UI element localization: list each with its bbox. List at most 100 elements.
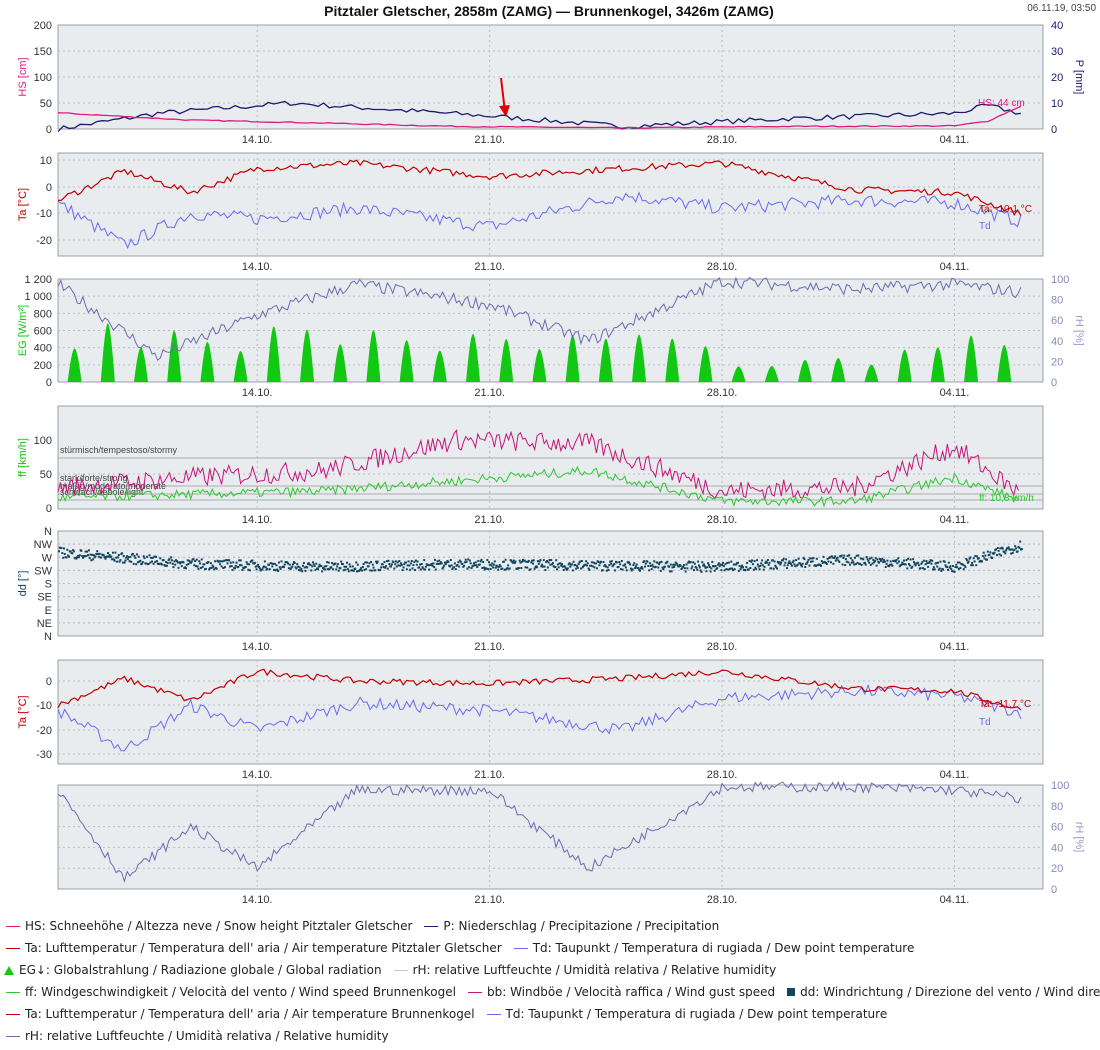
- wind-direction-point: [721, 564, 724, 566]
- wind-direction-point: [325, 565, 328, 568]
- y-tick-label-right: 60: [1051, 315, 1063, 327]
- wind-direction-point: [751, 559, 754, 562]
- wind-direction-point: [752, 568, 755, 571]
- wind-direction-point: [905, 559, 908, 562]
- wind-direction-point: [145, 562, 148, 565]
- wind-direction-point: [287, 562, 290, 565]
- wind-direction-point: [512, 559, 515, 562]
- legend-label: Ta: Lufttemperatur / Temperatura dell' a…: [25, 941, 502, 955]
- wind-direction-point: [454, 568, 457, 571]
- wind-direction-point: [279, 567, 282, 570]
- wind-direction-point: [459, 560, 462, 563]
- ff-annotation: ff: 10,8 km/h: [979, 493, 1034, 504]
- wind-direction-point: [547, 561, 550, 564]
- wind-direction-point: [821, 562, 824, 564]
- wind-direction-point: [131, 552, 134, 555]
- wind-direction-point: [421, 566, 424, 569]
- wind-direction-point: [112, 551, 114, 554]
- wind-direction-point: [381, 563, 384, 566]
- wind-direction-point: [602, 561, 605, 564]
- wind-direction-point: [953, 570, 956, 573]
- wind-direction-point: [492, 566, 495, 569]
- wind-direction-point: [527, 559, 530, 562]
- wind-direction-point: [624, 563, 627, 566]
- wind-direction-point: [483, 568, 486, 571]
- wind-direction-point: [494, 566, 497, 569]
- wind-direction-point: [786, 564, 789, 567]
- wind-direction-point: [228, 559, 231, 562]
- wind-direction-point: [449, 559, 452, 561]
- wind-direction-point: [791, 561, 794, 564]
- wind-direction-point: [1013, 548, 1016, 551]
- wind-direction-point: [924, 563, 927, 566]
- wind-direction-point: [935, 562, 938, 565]
- wind-direction-point: [524, 566, 527, 569]
- wind-direction-point: [781, 559, 784, 562]
- wind-direction-point: [917, 564, 920, 567]
- wind-direction-point: [195, 558, 198, 561]
- plot-area: [57, 152, 1044, 257]
- wind-direction-point: [825, 563, 828, 565]
- wind-direction-point: [420, 563, 423, 565]
- wind-direction-point: [613, 563, 616, 565]
- wind-direction-point: [299, 569, 302, 572]
- wind-direction-point: [275, 564, 278, 567]
- wind-direction-point: [317, 568, 319, 571]
- wind-direction-point: [986, 550, 989, 553]
- wind-direction-point: [444, 561, 446, 564]
- wind-direction-point: [241, 569, 244, 571]
- wind-direction-point: [406, 564, 409, 567]
- wind-direction-point: [675, 562, 678, 565]
- wind-direction-point: [956, 566, 959, 569]
- wind-direction-point: [815, 557, 818, 560]
- wind-direction-point: [702, 564, 705, 567]
- wind-direction-point: [270, 562, 273, 565]
- air-temp-line: [57, 668, 1022, 711]
- y-tick-label-right: 100: [1051, 780, 1069, 792]
- wind-direction-point: [766, 559, 769, 561]
- wind-direction-point: [72, 550, 75, 553]
- wind-direction-point: [155, 555, 158, 558]
- wind-direction-point: [977, 557, 980, 560]
- wind-direction-point: [849, 563, 851, 566]
- wind-direction-point: [229, 565, 231, 568]
- y-tick-label: 150: [34, 46, 52, 58]
- wind-direction-point: [394, 563, 397, 566]
- wind-direction-point: [160, 563, 163, 566]
- wind-direction-point: [679, 564, 682, 567]
- wind-direction-point: [829, 556, 832, 559]
- wind-direction-point: [107, 552, 109, 554]
- wind-direction-point: [946, 566, 949, 569]
- wind-direction-point: [1001, 547, 1004, 550]
- wind-direction-point: [698, 566, 701, 569]
- plot-area: [57, 659, 1044, 765]
- wind-direction-point: [597, 561, 600, 563]
- x-tick-label: 04.11.: [940, 514, 970, 526]
- wind-direction-point: [392, 561, 395, 563]
- wind-direction-point: [521, 560, 524, 563]
- wind-direction-point: [989, 551, 992, 554]
- wind-direction-point: [159, 557, 162, 560]
- wind-direction-point: [709, 570, 712, 573]
- wind-direction-point: [786, 567, 788, 570]
- wind-direction-point: [725, 568, 728, 571]
- wind-direction-point: [88, 557, 91, 560]
- wind-direction-point: [232, 561, 235, 564]
- wind-direction-point: [541, 563, 544, 566]
- wind-direction-point: [891, 564, 894, 567]
- wind-direction-point: [762, 568, 765, 571]
- wind-direction-point: [833, 556, 836, 559]
- wind-direction-point: [556, 563, 559, 566]
- wind-direction-point: [199, 567, 202, 569]
- wind-direction-point: [173, 560, 176, 563]
- wind-direction-point: [874, 557, 877, 560]
- wind-direction-point: [854, 556, 856, 559]
- wind-direction-point: [711, 560, 714, 563]
- wind-direction-point: [397, 564, 400, 567]
- wind-direction-point: [698, 564, 700, 567]
- wind-direction-point: [993, 551, 996, 554]
- wind-direction-point: [244, 566, 247, 568]
- wind-direction-point: [376, 560, 379, 563]
- wind-direction-point: [885, 562, 888, 565]
- wind-direction-point: [434, 558, 436, 561]
